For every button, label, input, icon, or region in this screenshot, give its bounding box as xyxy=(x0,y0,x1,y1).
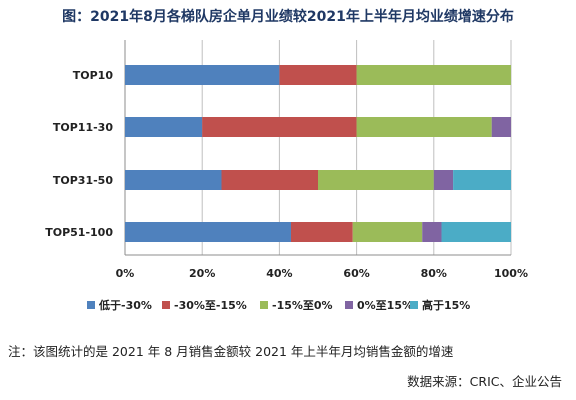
bar-segment xyxy=(356,65,511,85)
bar-segment xyxy=(491,117,511,137)
bar-segment xyxy=(318,170,434,190)
x-tick-label: 40% xyxy=(266,267,292,280)
legend-swatch xyxy=(345,301,353,309)
category-label: TOP31-50 xyxy=(53,174,113,187)
bar-segment xyxy=(125,170,222,190)
category-label: TOP11-30 xyxy=(53,121,113,134)
bars xyxy=(125,65,511,242)
bar-segment xyxy=(441,222,511,242)
bar-segment xyxy=(352,222,423,242)
stacked-bar-chart: TOP10 TOP11-30 TOP31-50 TOP51-100 0% 20% 40% 6… xyxy=(45,40,528,312)
legend-label: 低于-30% xyxy=(98,298,152,312)
footnote: 注：该图统计的是 2021 年 8 月销售金额较 2021 年上半年月均销售金额… xyxy=(8,344,454,359)
legend-label: 0%至15% xyxy=(357,299,413,312)
legend: 低于-30% -30%至-15% -15%至0% 0%至15% 高于15% xyxy=(87,298,470,312)
bar-segment xyxy=(221,170,318,190)
legend-swatch xyxy=(162,301,170,309)
x-tick-label: 20% xyxy=(189,267,215,280)
bar-segment xyxy=(125,65,280,85)
x-tick-labels: 0% 20% 40% 60% 80% 100% xyxy=(116,267,528,280)
bar-segment xyxy=(453,170,511,190)
grid-lines xyxy=(124,40,512,256)
legend-swatch xyxy=(87,301,95,309)
category-label: TOP51-100 xyxy=(45,226,113,239)
bar-segment xyxy=(125,222,291,242)
bar-segment xyxy=(202,117,357,137)
x-tick-label: 80% xyxy=(421,267,447,280)
bar-segment xyxy=(356,117,492,137)
category-label: TOP10 xyxy=(73,69,114,82)
bar-segment xyxy=(125,117,203,137)
bar-segment xyxy=(290,222,353,242)
bar-segment xyxy=(279,65,357,85)
bar-segment xyxy=(433,170,454,190)
x-tick-label: 0% xyxy=(116,267,135,280)
chart-title: 图：2021年8月各梯队房企单月业绩较2021年上半年月均业绩增速分布 xyxy=(62,9,514,25)
category-labels: TOP10 TOP11-30 TOP31-50 TOP51-100 xyxy=(45,69,113,239)
legend-label: -15%至0% xyxy=(272,299,333,312)
legend-swatch xyxy=(260,301,268,309)
x-tick-label: 100% xyxy=(494,267,528,280)
bar-segment xyxy=(422,222,442,242)
legend-label: 高于15% xyxy=(422,298,470,312)
x-tick-label: 60% xyxy=(343,267,369,280)
data-source: 数据来源：CRIC、企业公告 xyxy=(407,374,562,389)
legend-label: -30%至-15% xyxy=(174,299,247,312)
legend-swatch xyxy=(410,301,418,309)
